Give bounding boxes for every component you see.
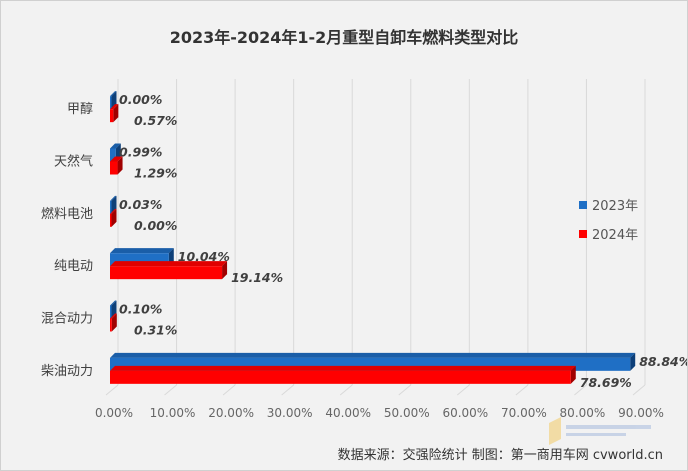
data-label: 0.31% <box>134 323 177 338</box>
source-note: 数据来源：交强险统计 制图：第一商用车网 cvworld.cn <box>338 447 663 463</box>
chart-title: 2023年-2024年1-2月重型自卸车燃料类型对比 <box>170 28 519 47</box>
data-label: 0.10% <box>119 302 162 317</box>
bar-side-face <box>570 365 576 384</box>
gridline-floor <box>105 384 119 396</box>
data-label: 10.04% <box>178 249 230 264</box>
data-label: 0.03% <box>119 197 162 212</box>
y-category-label: 混合动力 <box>41 312 93 327</box>
data-label: 0.57% <box>134 113 177 128</box>
bar <box>110 213 112 227</box>
bar <box>110 109 114 123</box>
legend-swatch-2023 <box>579 201 587 209</box>
x-tick-label: 30.00% <box>267 406 313 420</box>
bar <box>110 318 112 332</box>
gridline-floor <box>632 384 646 396</box>
bar-top-face <box>110 195 117 201</box>
x-tick-label: 70.00% <box>501 406 547 420</box>
x-tick-label: 10.00% <box>150 406 196 420</box>
bar-side-face <box>630 352 636 371</box>
y-category-label: 甲醇 <box>67 101 93 117</box>
x-tick-label: 80.00% <box>560 406 606 420</box>
legend-label-2023: 2023年 <box>592 199 638 214</box>
bar-top-face <box>110 91 117 97</box>
data-label: 0.00% <box>119 92 162 107</box>
bar <box>110 161 118 175</box>
data-label: 78.69% <box>580 375 632 390</box>
y-category-label: 天然气 <box>54 154 93 170</box>
bar-side-face <box>111 313 117 332</box>
bar-top-face <box>110 261 228 267</box>
data-label: 1.29% <box>134 166 177 181</box>
bar-top-face <box>110 365 576 371</box>
bar <box>110 96 112 110</box>
bar-top-face <box>110 352 636 358</box>
bar <box>110 305 112 319</box>
gridline-floor <box>398 384 412 396</box>
bar-top-face <box>110 300 117 306</box>
x-tick-label: 90.00% <box>618 406 664 420</box>
data-label: 19.14% <box>231 270 283 285</box>
legend-label-2024: 2024年 <box>592 228 638 243</box>
bar <box>110 200 112 214</box>
x-tick-label: 60.00% <box>442 406 488 420</box>
bar-side-face <box>113 104 119 123</box>
bar-top-face <box>110 208 117 214</box>
bar-top-face <box>110 248 174 254</box>
gridline-floor <box>574 384 587 396</box>
x-tick-label: 40.00% <box>325 406 371 420</box>
y-category-label: 柴油动力 <box>41 364 93 379</box>
bar-side-face <box>222 261 228 280</box>
bar <box>110 370 571 384</box>
gridline-floor <box>281 384 294 396</box>
bar-top-face <box>110 313 117 319</box>
legend: 2023年 2024年 <box>579 199 638 243</box>
bar-top-face <box>110 156 123 162</box>
gridline-floor <box>515 384 529 396</box>
data-label: 0.00% <box>134 218 177 233</box>
bar-side-face <box>117 156 123 175</box>
data-label: 88.84% <box>639 354 687 369</box>
x-tick-label: 50.00% <box>384 406 430 420</box>
bar <box>110 266 223 280</box>
gridline-floor <box>339 384 353 396</box>
gridline-floor <box>457 384 470 396</box>
legend-swatch-2024 <box>579 230 587 238</box>
x-tick-label: 20.00% <box>208 406 254 420</box>
bar-side-face <box>111 208 117 227</box>
gridline-floor <box>164 384 177 396</box>
bar <box>110 148 116 162</box>
gridline-floor <box>222 384 236 396</box>
bar-top-face <box>110 143 121 149</box>
watermark-logo <box>549 417 651 445</box>
y-category-label: 纯电动 <box>54 259 93 274</box>
x-tick-label: 0.00% <box>95 406 133 420</box>
data-label: 0.99% <box>119 145 162 160</box>
bar-top-face <box>110 104 119 110</box>
y-category-label: 燃料电池 <box>41 206 93 222</box>
